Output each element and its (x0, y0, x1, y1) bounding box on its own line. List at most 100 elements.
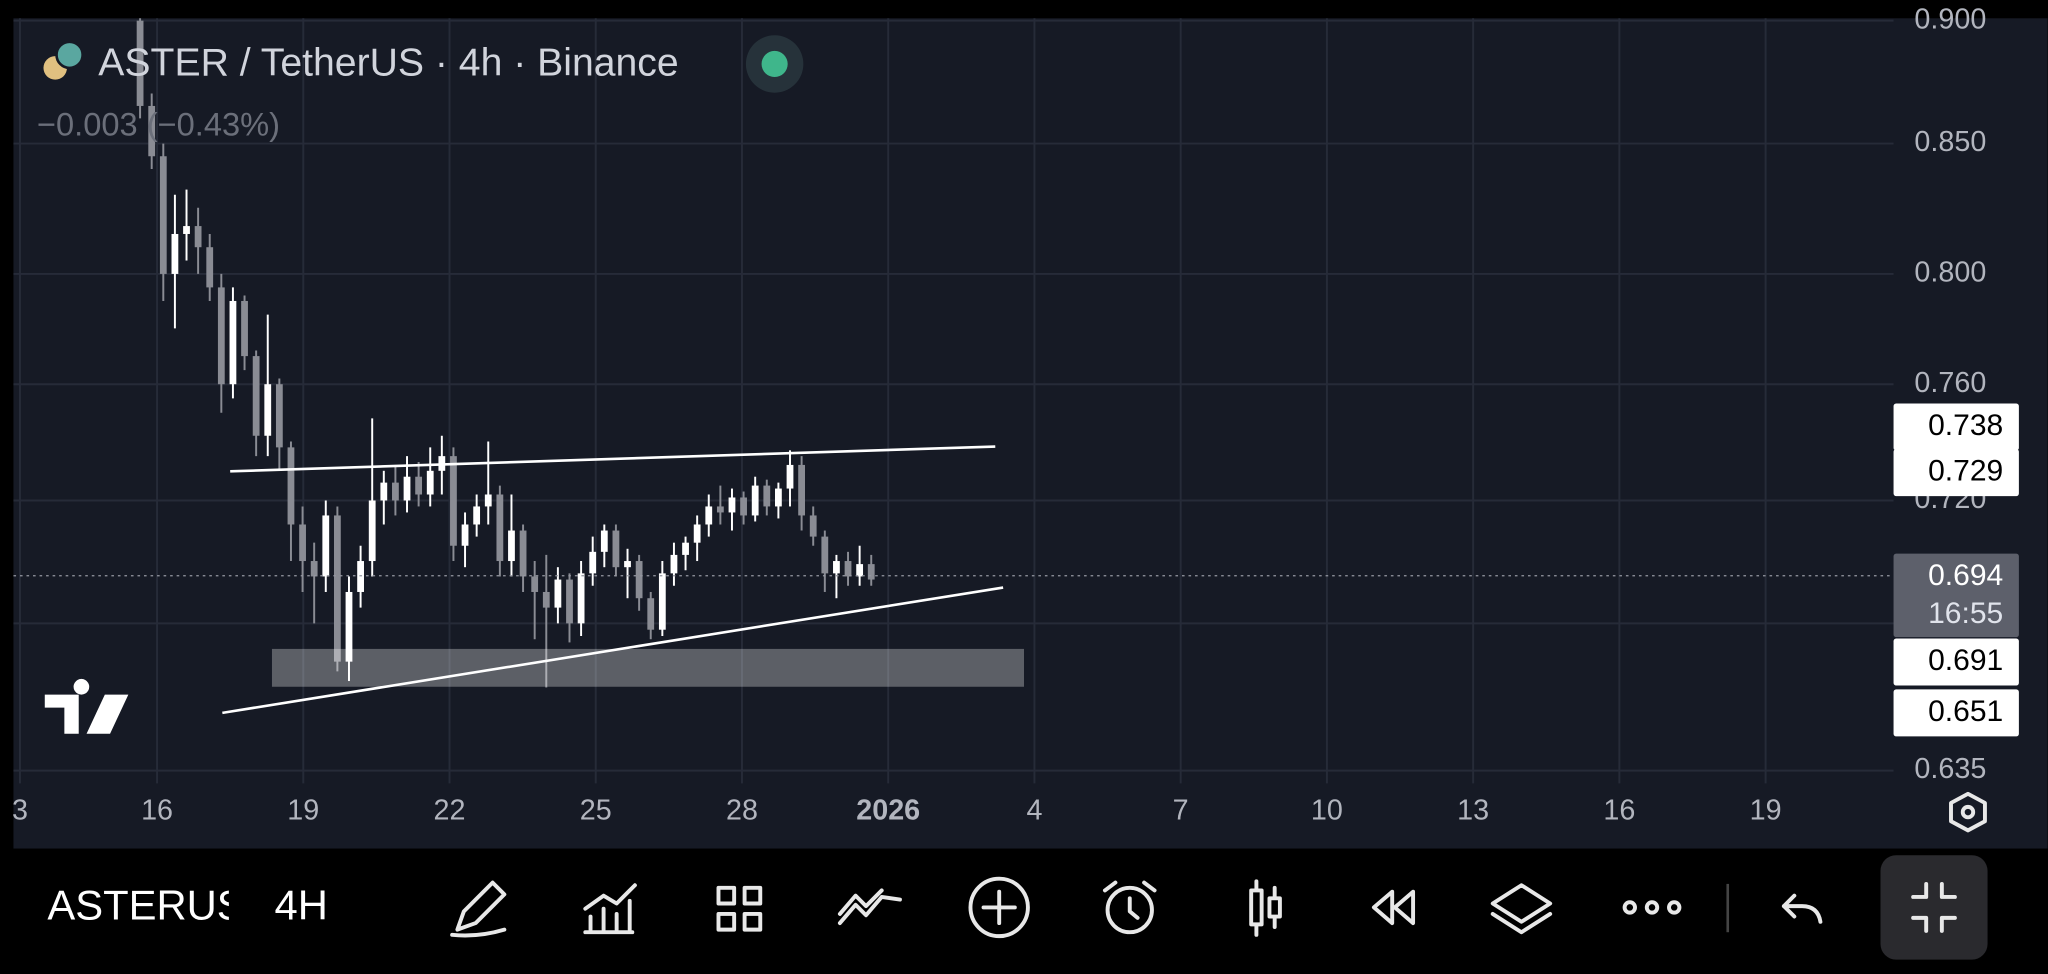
x-tick-label: 19 (287, 795, 319, 827)
candle-body (217, 287, 225, 385)
candle-body (241, 300, 248, 357)
candle-body (252, 356, 260, 436)
symbol-title[interactable]: ASTER / TetherUS · 4h · Binance (98, 42, 678, 85)
candle-body (357, 561, 364, 592)
trend-line[interactable] (230, 445, 996, 473)
candle-body (508, 530, 515, 562)
y-tick-label: 0.635 (1914, 753, 1986, 785)
compare-icon[interactable] (837, 888, 902, 926)
candle-body (183, 226, 190, 234)
candle-body (264, 384, 272, 436)
x-tick-label: 19 (1750, 795, 1782, 827)
last-price-label: 0.694 (1928, 559, 2003, 592)
candle-body (612, 530, 620, 568)
toolbar-interval[interactable]: 4H (275, 882, 328, 929)
replay-icon[interactable] (1371, 889, 1416, 926)
candle-body (496, 494, 504, 562)
candle-body (798, 464, 806, 516)
candle-body (299, 524, 306, 562)
x-tick-label: 16 (141, 795, 173, 827)
candle-body (624, 561, 631, 568)
more-icon (1667, 900, 1682, 915)
candle-body (345, 591, 353, 662)
candle-body (194, 226, 202, 248)
candle-body (682, 542, 689, 555)
alert-icon[interactable] (1105, 885, 1154, 935)
candle-body (542, 591, 550, 608)
price-label-box (1893, 403, 2019, 451)
last-price-box (1893, 553, 2019, 638)
candle-body (136, 20, 144, 106)
candle-body (461, 524, 469, 546)
candle-body (519, 530, 527, 577)
candle-body (577, 573, 585, 624)
candle-body (705, 506, 713, 525)
candle-body (635, 561, 643, 599)
exchange-logo (55, 40, 84, 70)
layout-icon[interactable] (716, 885, 763, 932)
price-label-box (1893, 689, 2019, 737)
candle-body (275, 384, 283, 448)
zone-rectangle[interactable] (271, 648, 1024, 687)
y-tick-label: 0.850 (1914, 126, 1986, 158)
fullscreen-button[interactable] (1880, 855, 1988, 960)
x-tick-label: 22 (434, 795, 466, 827)
candle-body (786, 464, 794, 489)
x-tick-label: 16 (1603, 795, 1635, 827)
candle-body (809, 515, 817, 537)
price-label: 0.691 (1928, 644, 2003, 677)
candle-body (403, 476, 411, 501)
draw-icon[interactable] (450, 880, 507, 938)
candle-body (322, 515, 330, 577)
add-icon-plus (981, 889, 1017, 926)
price-label: 0.651 (1928, 695, 2003, 728)
price-label-box (1893, 638, 2019, 686)
candle-body (333, 515, 341, 662)
symbol-clip: ASTERUS (47, 882, 244, 929)
candle-body (450, 456, 457, 546)
add-icon[interactable] (968, 876, 1030, 939)
candle-body (368, 500, 376, 562)
candle-body (589, 551, 597, 574)
trend-line[interactable] (222, 586, 1004, 715)
candle-body (426, 470, 434, 495)
candle-body (867, 564, 875, 580)
candle-body (856, 564, 864, 577)
candle-body (380, 482, 388, 501)
price-change: −0.003 (−0.43%) (37, 105, 280, 142)
settings-icon[interactable] (1949, 791, 1987, 833)
tradingview-logo[interactable] (44, 678, 129, 734)
more-icon (1644, 900, 1660, 915)
chart-type-icon[interactable] (1249, 879, 1282, 937)
x-tick-label: 7 (1173, 795, 1189, 827)
candle-body (287, 447, 295, 525)
more-icon[interactable] (1622, 900, 1637, 915)
layers-icon[interactable] (1490, 883, 1553, 935)
y-tick-label: 0.760 (1914, 367, 1986, 399)
alert-icon-hands (1102, 880, 1157, 920)
candle-body (206, 247, 214, 288)
x-tick-label: 10 (1311, 795, 1343, 827)
bar-countdown: 16:55 (1928, 597, 2003, 630)
undo-icon[interactable] (1781, 893, 1823, 924)
price-label: 0.729 (1928, 455, 2003, 488)
indicators-icon[interactable] (583, 883, 637, 935)
x-tick-label: 3 (12, 795, 28, 827)
toolbar-symbol[interactable]: ASTERUS (47, 882, 244, 929)
candle-body (763, 485, 771, 507)
candle-body (600, 530, 608, 552)
x-tick-label: 2026 (856, 795, 920, 827)
price-label-box (1893, 449, 2019, 497)
candle-body (658, 573, 666, 630)
candle-body (693, 524, 701, 543)
candle-body (531, 576, 539, 592)
chart-pane (13, 18, 2048, 849)
x-tick-label: 4 (1026, 795, 1042, 827)
collapse-icon (1911, 881, 1957, 933)
candle-body (670, 554, 678, 574)
y-tick-label: 0.900 (1914, 3, 1986, 35)
candle-body (415, 476, 423, 495)
candle-body (171, 233, 179, 274)
candle-body (473, 506, 481, 525)
